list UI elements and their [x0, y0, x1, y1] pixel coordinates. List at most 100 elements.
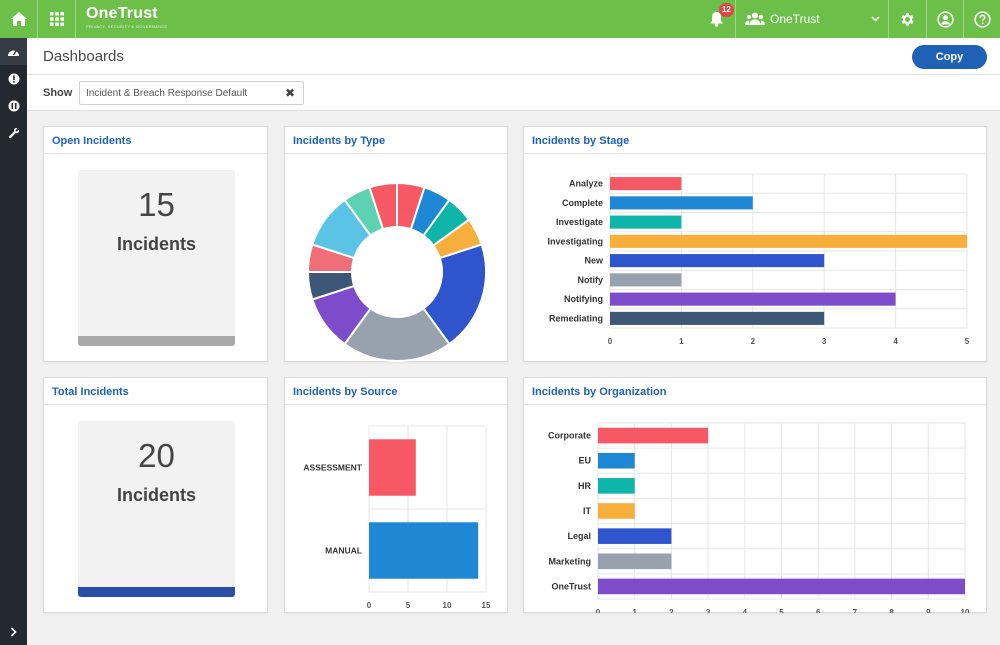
- bar[interactable]: [610, 177, 682, 191]
- dashboard-select-value: Incident & Breach Response Default: [86, 88, 248, 99]
- category-label: IT: [583, 506, 592, 516]
- category-label: EU: [578, 456, 591, 466]
- bar[interactable]: [598, 553, 672, 570]
- x-tick-label: 15: [482, 601, 491, 610]
- chevron-right-icon: [10, 626, 17, 637]
- card-title: Incidents by Source: [285, 378, 507, 405]
- sidebar-item-dashboards[interactable]: [0, 38, 27, 65]
- brand-name: OneTrust: [86, 5, 158, 22]
- brand-logo[interactable]: OneTrust PRIVACY, SECURITY & GOVERNANCE: [86, 5, 167, 30]
- wrench-icon: [8, 127, 19, 138]
- category-label: Notify: [578, 275, 604, 285]
- bar[interactable]: [610, 292, 896, 306]
- card-title: Total Incidents: [44, 378, 267, 405]
- copy-button[interactable]: Copy: [912, 45, 987, 69]
- total-incidents-bar: [78, 587, 235, 597]
- x-tick-label: 0: [367, 601, 372, 610]
- notification-badge: 12: [719, 3, 734, 17]
- sidebar-expand-button[interactable]: [0, 618, 27, 645]
- x-tick-label: 3: [706, 608, 711, 613]
- category-label: Remediating: [549, 313, 603, 323]
- open-incidents-tile[interactable]: 15 Incidents: [78, 170, 235, 346]
- category-label: ASSESSMENT: [303, 463, 362, 473]
- bell-icon: [710, 12, 723, 27]
- bar[interactable]: [610, 254, 825, 268]
- bar[interactable]: [598, 427, 709, 444]
- incidents-by-source-chart: 0 5 10 15 ASSESSMENT MANUAL: [303, 425, 491, 610]
- open-incidents-count: 15: [138, 186, 175, 223]
- help-icon: [973, 10, 991, 28]
- x-tick-label: 5: [965, 337, 970, 346]
- left-sidebar: [0, 38, 27, 645]
- donut-slice[interactable]: [368, 181, 398, 231]
- bar[interactable]: [610, 215, 682, 229]
- category-label: Complete: [562, 198, 603, 208]
- card-title: Incidents by Type: [285, 127, 507, 154]
- x-tick-label: 0: [596, 608, 601, 613]
- bar[interactable]: [610, 196, 753, 210]
- category-label: OneTrust: [551, 581, 591, 591]
- sidebar-item-alerts[interactable]: [0, 65, 27, 92]
- sidebar-item-tools[interactable]: [0, 119, 27, 146]
- users-icon: [745, 12, 765, 25]
- card-incidents-by-stage: Incidents by Stage 0 1 2 3 4 5 Analyze Complete…: [523, 126, 987, 362]
- category-label: MANUAL: [325, 546, 362, 556]
- category-label: Marketing: [548, 556, 591, 566]
- x-tick-label: 7: [853, 608, 858, 613]
- dashboard-icon: [8, 50, 19, 56]
- card-title: Incidents by Stage: [524, 127, 986, 154]
- category-label: Investigating: [547, 236, 603, 246]
- card-title: Open Incidents: [44, 127, 267, 154]
- org-name: OneTrust: [770, 12, 820, 26]
- x-tick-label: 2: [751, 337, 756, 346]
- total-incidents-count: 20: [138, 437, 175, 474]
- card-incidents-by-organization: Incidents by Organization 0 1 2 3 4 5 6 7 8 9 10 Co…: [523, 377, 987, 613]
- bar[interactable]: [598, 452, 635, 469]
- category-label: Legal: [567, 531, 591, 541]
- x-tick-label: 1: [679, 337, 684, 346]
- card-incidents-by-source: Incidents by Source 0 5 10 15 ASSESSMENT MANU…: [284, 377, 508, 613]
- bar[interactable]: [598, 528, 672, 544]
- user-icon: [936, 10, 954, 28]
- bar[interactable]: [610, 273, 682, 287]
- x-tick-label: 5: [406, 601, 411, 610]
- alert-icon: [8, 73, 19, 84]
- incidents-by-type-chart: [306, 181, 487, 362]
- user-profile-button[interactable]: [927, 0, 964, 38]
- bar[interactable]: [369, 522, 479, 579]
- incident-icon: [8, 100, 19, 111]
- card-total-incidents: Total Incidents 20 Incidents: [43, 377, 268, 613]
- total-incidents-tile[interactable]: 20 Incidents: [78, 421, 235, 597]
- incidents-by-organization-chart: 0 1 2 3 4 5 6 7 8 9 10 Corporate EU HR IT Legal Marketin…: [548, 422, 970, 613]
- bar[interactable]: [610, 234, 967, 248]
- x-tick-label: 1: [632, 608, 637, 613]
- x-tick-label: 10: [443, 601, 452, 610]
- x-tick-label: 4: [893, 337, 898, 346]
- help-button[interactable]: [964, 0, 1000, 38]
- category-label: Analyze: [569, 179, 603, 189]
- bar[interactable]: [598, 578, 965, 595]
- notifications-button[interactable]: [698, 0, 736, 38]
- dashboard-select[interactable]: Incident & Breach Response Default ✖: [79, 81, 304, 105]
- home-button[interactable]: [0, 0, 38, 38]
- x-tick-label: 6: [816, 608, 821, 613]
- open-incidents-bar: [78, 336, 235, 346]
- bar[interactable]: [369, 439, 416, 496]
- x-tick-label: 4: [743, 608, 748, 613]
- top-bar: OneTrust PRIVACY, SECURITY & GOVERNANCE …: [0, 0, 1000, 38]
- card-incidents-by-type: Incidents by Type: [284, 126, 508, 362]
- bar[interactable]: [610, 311, 825, 325]
- card-open-incidents: Open Incidents 15 Incidents: [43, 126, 268, 362]
- category-label: Notifying: [564, 294, 603, 304]
- settings-button[interactable]: [889, 0, 927, 38]
- bar[interactable]: [598, 478, 635, 494]
- clear-icon[interactable]: ✖: [284, 86, 295, 100]
- sidebar-item-incidents[interactable]: [0, 92, 27, 119]
- bar[interactable]: [598, 503, 635, 519]
- app-launcher-button[interactable]: [38, 0, 76, 38]
- org-switcher[interactable]: OneTrust: [737, 0, 889, 38]
- total-incidents-label: Incidents: [116, 485, 196, 505]
- category-label: Investigate: [556, 217, 603, 227]
- x-tick-label: 3: [822, 337, 827, 346]
- grid-icon: [49, 12, 64, 26]
